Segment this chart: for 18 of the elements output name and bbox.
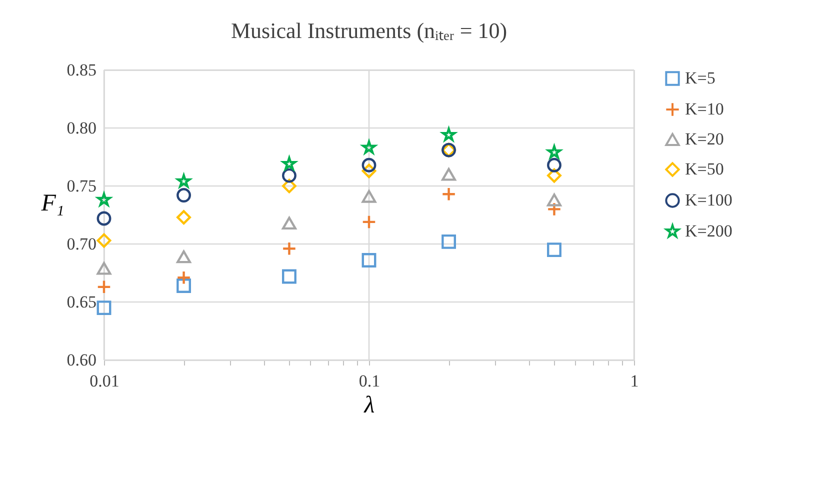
y-tick-label: 0.80 bbox=[66, 118, 96, 138]
chart-title: Musical Instruments (nᵢₜₑᵣ = 10) bbox=[230, 18, 508, 43]
x-tick-label: 0.01 bbox=[90, 372, 120, 390]
x-axis-title: λ bbox=[363, 392, 375, 418]
legend-label: K=200 bbox=[685, 222, 732, 240]
x-tick-label: 0.1 bbox=[358, 372, 380, 390]
legend-label: K=20 bbox=[685, 130, 724, 148]
x-tick-label: 1 bbox=[630, 372, 639, 390]
y-tick-label: 0.65 bbox=[66, 292, 96, 312]
legend-label: K=50 bbox=[685, 160, 724, 178]
y-axis-title: F₁ bbox=[40, 190, 64, 216]
legend-label: K=5 bbox=[685, 68, 716, 88]
y-tick-label: 0.60 bbox=[66, 350, 96, 370]
legend-label: K=100 bbox=[685, 190, 732, 210]
y-tick-label: 0.70 bbox=[66, 234, 96, 254]
legend-label: K=10 bbox=[685, 100, 724, 118]
y-tick-label: 0.75 bbox=[66, 176, 96, 196]
y-tick-label: 0.85 bbox=[66, 60, 96, 80]
